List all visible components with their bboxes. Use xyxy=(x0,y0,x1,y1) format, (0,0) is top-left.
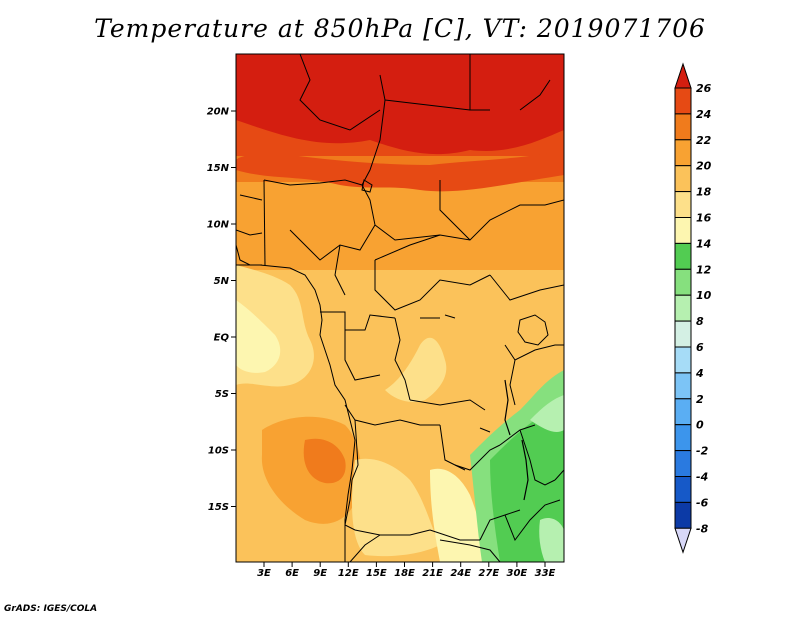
colorbar-label: 2 xyxy=(696,393,704,406)
x-tick-label: 9E xyxy=(313,568,327,579)
colorbar-label: 20 xyxy=(696,160,712,173)
map-frame xyxy=(235,53,565,563)
colorbar-box xyxy=(674,398,692,426)
colorbar-label: 24 xyxy=(696,108,711,121)
colorbar-box xyxy=(674,242,692,270)
west-ocean-palest xyxy=(236,300,281,373)
colorbar-box xyxy=(674,372,692,400)
east-pale-spot xyxy=(539,518,564,562)
y-axis: 20N 15N 10N 5N EQ 5S 10S 15S xyxy=(207,107,236,513)
river-fragment xyxy=(479,427,491,433)
colorbar-box xyxy=(674,424,692,452)
colorbar-box xyxy=(674,139,692,167)
grads-credit: GrADS: IGES/COLA xyxy=(4,604,98,614)
lake-malawi xyxy=(521,439,529,501)
colorbar-label: 18 xyxy=(696,186,712,199)
colorbar-label: -2 xyxy=(696,445,709,458)
colorbar-box xyxy=(674,113,692,141)
lake-victoria xyxy=(517,314,549,346)
south-central-pale xyxy=(352,458,440,557)
colorbar-box xyxy=(674,268,692,296)
y-tick-label: 5N xyxy=(214,276,230,287)
colorbar-top-triangle xyxy=(674,62,692,89)
colorbar-box xyxy=(674,294,692,322)
y-tick-label: 20N xyxy=(207,107,230,118)
x-tick-label: 18E xyxy=(394,568,415,579)
colorbar-label: 4 xyxy=(695,367,704,380)
colorbar-box xyxy=(674,320,692,348)
colorbar-label: -4 xyxy=(696,471,708,484)
y-tick-label: 10N xyxy=(207,220,230,231)
y-tick-label: EQ xyxy=(214,333,230,344)
colorbar-label: 8 xyxy=(696,315,704,328)
colorbar-box xyxy=(674,191,692,219)
colorbar-box xyxy=(674,217,692,244)
y-tick-label: 15S xyxy=(208,502,229,513)
colorbar-label: 22 xyxy=(696,134,712,147)
y-tick-label: 15N xyxy=(207,163,230,174)
lake-malawi-pale xyxy=(430,468,483,562)
x-tick-label: 3E xyxy=(257,568,271,579)
x-tick-label: 33E xyxy=(535,568,556,579)
x-tick-label: 24E xyxy=(450,568,471,579)
colorbar-label: 16 xyxy=(696,212,712,225)
west-africa-coastline xyxy=(236,264,356,562)
colorbar-label: -8 xyxy=(696,522,709,535)
y-tick-label: 10S xyxy=(208,446,229,457)
angola-hot-core xyxy=(303,438,346,484)
x-tick-label: 15E xyxy=(366,568,387,579)
se-pale-band xyxy=(385,337,447,402)
colorbar-label: 14 xyxy=(696,237,711,250)
colorbar-label: 6 xyxy=(696,341,704,354)
colorbar-box xyxy=(674,165,692,193)
colorbar-label: 12 xyxy=(696,263,712,276)
colorbar-label: 26 xyxy=(696,82,712,95)
x-tick-label: 21E xyxy=(422,568,443,579)
east-green-pale xyxy=(530,395,564,432)
colorbar-label: 0 xyxy=(696,419,704,432)
x-axis: 3E 6E 9E 12E 15E 18E 21E 24E 27E 30E 33E xyxy=(257,562,556,579)
patch-sahel xyxy=(236,150,564,192)
x-tick-label: 27E xyxy=(478,568,499,579)
river-fragment xyxy=(420,314,456,319)
lake-tanganyika xyxy=(504,379,511,436)
colorbar-box xyxy=(674,346,692,374)
band-18-20 xyxy=(236,182,564,282)
x-tick-label: 12E xyxy=(338,568,359,579)
colorbar-box xyxy=(674,450,692,478)
x-tick-label: 6E xyxy=(285,568,299,579)
country-borders xyxy=(236,54,564,562)
lake-chad xyxy=(361,179,373,193)
colorbar-box xyxy=(674,501,692,529)
x-tick-label: 30E xyxy=(507,568,528,579)
hot-patch-nw xyxy=(236,54,564,155)
colorbar-bottom-triangle xyxy=(674,527,692,554)
y-tick-label: 5S xyxy=(215,389,229,400)
colorbar-label: -6 xyxy=(696,496,709,509)
colorbar-box xyxy=(674,476,692,503)
colorbar-label: 10 xyxy=(696,289,712,302)
colorbar-box xyxy=(674,87,692,115)
plot-title: Temperature at 850hPa [C], VT: 201907170… xyxy=(94,14,706,43)
